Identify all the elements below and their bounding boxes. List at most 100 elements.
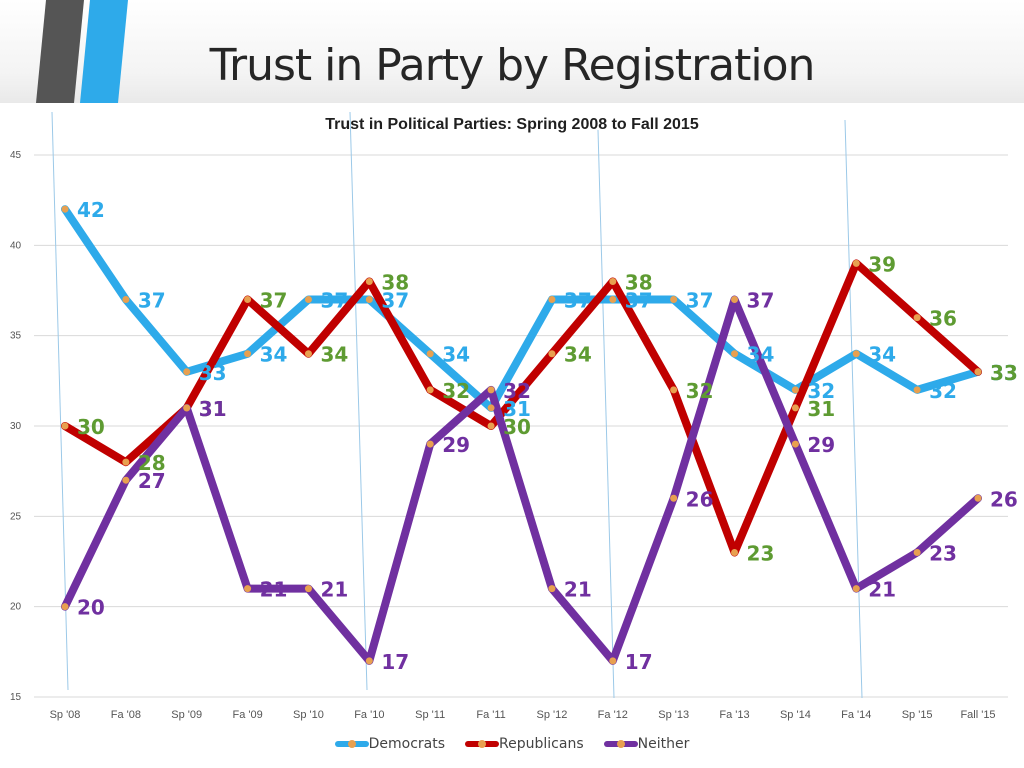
data-point-democrats — [548, 296, 556, 304]
data-point-neither — [426, 440, 434, 448]
data-point-republicans — [609, 277, 617, 285]
data-label-neither: 32 — [503, 379, 531, 403]
data-point-neither — [974, 494, 982, 502]
data-label-democrats: 31 — [503, 397, 531, 421]
data-point-democrats — [852, 350, 860, 358]
x-tick-label: Fall '15 — [960, 709, 995, 721]
y-tick-label: 30 — [10, 421, 22, 432]
data-label-republicans: 33 — [990, 361, 1018, 385]
y-tick-label: 15 — [10, 692, 22, 703]
legend-swatch — [465, 734, 500, 754]
data-point-democrats — [913, 386, 921, 394]
guide-line — [597, 129, 615, 699]
data-label-democrats: 34 — [868, 343, 896, 367]
x-tick-label: Fa '12 — [598, 709, 628, 721]
legend-item-democrats: Democrats — [334, 734, 446, 754]
x-axis-ticks: Sp '08 Fa '08 Sp '09 Fa '09 Sp '10 Fa '10 Sp '… — [50, 709, 996, 721]
guide-line — [349, 111, 368, 691]
data-label-neither: 21 — [564, 578, 592, 602]
x-tick-label: Sp '10 — [293, 709, 324, 721]
data-label-neither: 26 — [990, 487, 1018, 511]
blue-stripe — [80, 0, 128, 103]
x-tick-label: Sp '08 — [50, 709, 81, 721]
data-label-neither: 29 — [807, 433, 835, 457]
y-tick-label: 40 — [10, 240, 22, 251]
data-label-neither: 23 — [929, 541, 957, 565]
legend-label: Republicans — [499, 736, 584, 752]
legend-item-neither: Neither — [603, 734, 689, 754]
data-label-democrats: 37 — [686, 289, 714, 313]
data-label-democrats: 42 — [77, 198, 105, 222]
x-tick-label: Sp '12 — [537, 709, 568, 721]
y-tick-label: 20 — [10, 602, 22, 613]
data-point-republicans — [974, 368, 982, 376]
data-point-democrats — [609, 296, 617, 304]
y-tick-label: 45 — [10, 150, 22, 161]
data-point-neither — [487, 386, 495, 394]
y-tick-label: 25 — [10, 511, 22, 522]
data-label-democrats: 37 — [564, 289, 592, 313]
data-label-republicans: 31 — [807, 397, 835, 421]
x-tick-label: Fa '09 — [232, 709, 262, 721]
data-point-neither — [365, 657, 373, 665]
data-point-democrats — [791, 386, 799, 394]
data-point-democrats — [426, 350, 434, 358]
data-label-republicans: 30 — [503, 415, 531, 439]
data-point-democrats — [304, 296, 312, 304]
x-tick-label: Sp '11 — [415, 709, 445, 721]
data-point-republicans — [731, 548, 739, 556]
data-label-democrats: 34 — [442, 343, 470, 367]
data-label-democrats: 37 — [320, 289, 348, 313]
gridlines — [34, 154, 1008, 698]
data-labels: 42 37 33 34 37 37 34 31 37 37 37 34 32 34 32 33 30 28 31 37… — [77, 198, 1018, 674]
data-point-republicans — [548, 350, 556, 358]
data-label-democrats: 32 — [929, 379, 957, 403]
data-label-republicans: 32 — [686, 379, 714, 403]
series-lines — [61, 205, 982, 665]
data-label-republicans: 30 — [77, 415, 105, 439]
data-label-democrats: 33 — [199, 361, 227, 385]
x-tick-label: Fa '10 — [354, 709, 384, 721]
series-line-democrats — [61, 205, 982, 412]
data-point-neither — [548, 585, 556, 593]
x-tick-label: Sp '15 — [902, 709, 933, 721]
data-label-republicans: 36 — [929, 307, 957, 331]
series-line-neither — [61, 295, 982, 665]
data-point-republicans — [61, 422, 69, 430]
x-tick-label: Sp '13 — [658, 709, 689, 721]
legend-label: Democrats — [368, 736, 446, 752]
decorative-stripes — [36, 0, 128, 103]
data-point-republicans — [122, 458, 130, 466]
data-label-neither: 27 — [138, 469, 166, 493]
data-label-democrats: 33 — [990, 361, 1018, 385]
data-point-democrats — [670, 296, 678, 304]
vertical-guide-lines — [51, 111, 863, 699]
legend-marker — [478, 740, 487, 748]
data-label-neither: 29 — [442, 433, 470, 457]
header-band — [0, 0, 1024, 103]
series-markers — [61, 205, 982, 665]
legend-marker — [347, 740, 356, 748]
chart-title: Trust in Political Parties: Spring 2008 … — [325, 116, 699, 133]
data-point-republicans — [487, 422, 495, 430]
data-point-democrats — [122, 296, 130, 304]
data-label-democrats: 37 — [381, 289, 409, 313]
data-point-republicans — [852, 259, 860, 267]
data-point-democrats — [487, 404, 495, 412]
data-label-neither: 21 — [868, 578, 896, 602]
data-point-neither — [670, 494, 678, 502]
data-point-neither — [304, 585, 312, 593]
legend-item-republicans: Republicans — [465, 734, 584, 754]
data-label-neither: 17 — [625, 650, 653, 674]
data-point-republicans — [791, 404, 799, 412]
series-line-republicans — [61, 259, 982, 557]
data-label-neither: 31 — [199, 397, 227, 421]
data-label-republicans: 23 — [747, 541, 775, 565]
data-label-democrats: 37 — [138, 289, 166, 313]
data-label-republicans: 38 — [381, 270, 409, 294]
data-label-republicans: 28 — [138, 451, 166, 475]
y-tick-label: 35 — [10, 331, 22, 342]
data-point-neither — [183, 404, 191, 412]
data-label-neither: 21 — [320, 578, 348, 602]
